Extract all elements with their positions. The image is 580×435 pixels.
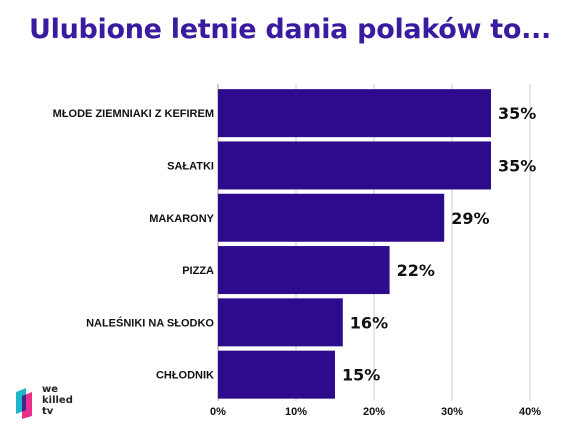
category-label: MAKARONY <box>149 213 214 225</box>
x-tick-label: 40% <box>519 406 541 418</box>
x-tick-label: 30% <box>441 406 463 418</box>
category-label: SAŁATKI <box>167 160 214 172</box>
wekilledtv-logo: we killed tv <box>14 384 94 424</box>
data-label: 29% <box>451 209 489 228</box>
x-tick-label: 20% <box>363 406 385 418</box>
logo-icon <box>16 388 32 419</box>
category-label: MŁODE ZIEMNIAKI Z KEFIREM <box>53 108 214 120</box>
category-labels: MŁODE ZIEMNIAKI Z KEFIREM SAŁATKI MAKARONY… <box>53 108 215 382</box>
bar <box>218 89 491 138</box>
category-label: CHŁODNIK <box>156 370 214 382</box>
bar <box>218 350 335 399</box>
bar <box>218 141 491 190</box>
bars <box>218 89 491 399</box>
bar <box>218 246 390 295</box>
category-label: PIZZA <box>182 265 214 277</box>
x-tick-label: 0% <box>210 406 226 418</box>
x-tick-label: 10% <box>285 406 307 418</box>
data-label: 35% <box>498 104 536 123</box>
logo-text-line3: tv <box>42 406 54 417</box>
bar <box>218 193 445 242</box>
data-label: 15% <box>342 366 380 385</box>
data-label: 35% <box>498 156 536 175</box>
data-label: 16% <box>350 313 388 332</box>
value-labels: 35% 35% 29% 22% 16% 15% <box>342 104 536 385</box>
chart-title: Ulubione letnie dania polaków to... <box>29 14 551 45</box>
data-label: 22% <box>397 261 435 280</box>
logo-text-line1: we <box>42 384 59 395</box>
category-label: NALEŚNIKI NA SŁODKO <box>86 316 214 329</box>
x-axis-ticks: 0% 10% 20% 30% 40% <box>210 406 541 418</box>
bar <box>218 298 343 347</box>
logo-text-line2: killed <box>42 395 73 406</box>
